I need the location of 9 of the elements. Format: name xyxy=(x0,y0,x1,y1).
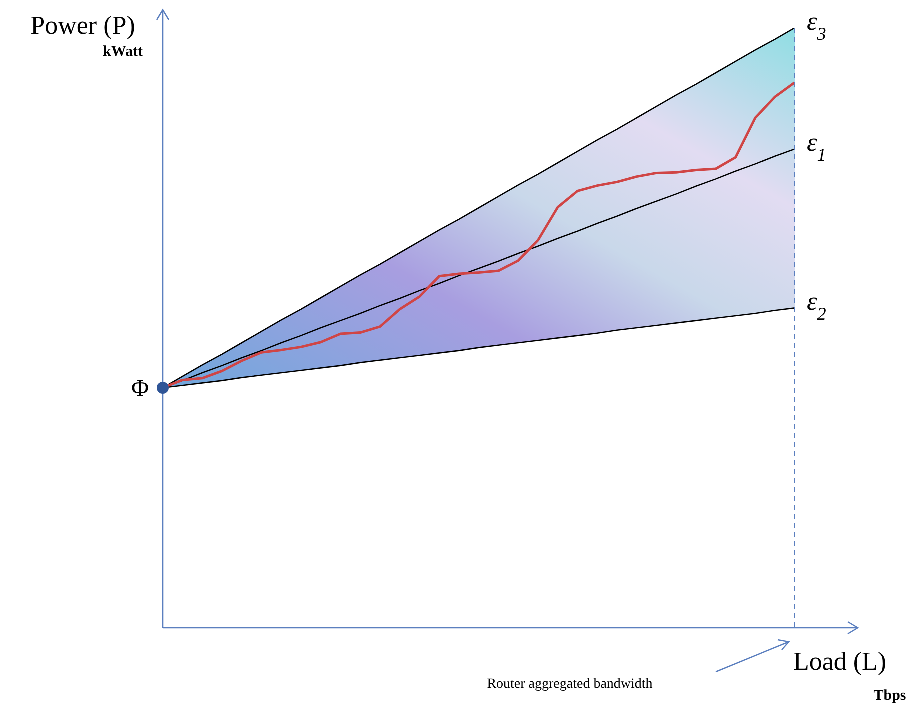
y-axis-title: Power (P) xyxy=(30,11,136,40)
text: Router aggregated bandwidth xyxy=(487,677,653,692)
text: kWatt xyxy=(102,44,144,60)
series-label: ε$_{3}$ xyxy=(807,7,826,44)
text: Tbps xyxy=(874,688,906,704)
series-label: ε$_{1}$ xyxy=(807,128,826,166)
text: Φ xyxy=(131,376,149,402)
x-axis-title: Load (L) xyxy=(793,647,887,676)
series-label: ε$_{2}$ xyxy=(807,287,826,324)
